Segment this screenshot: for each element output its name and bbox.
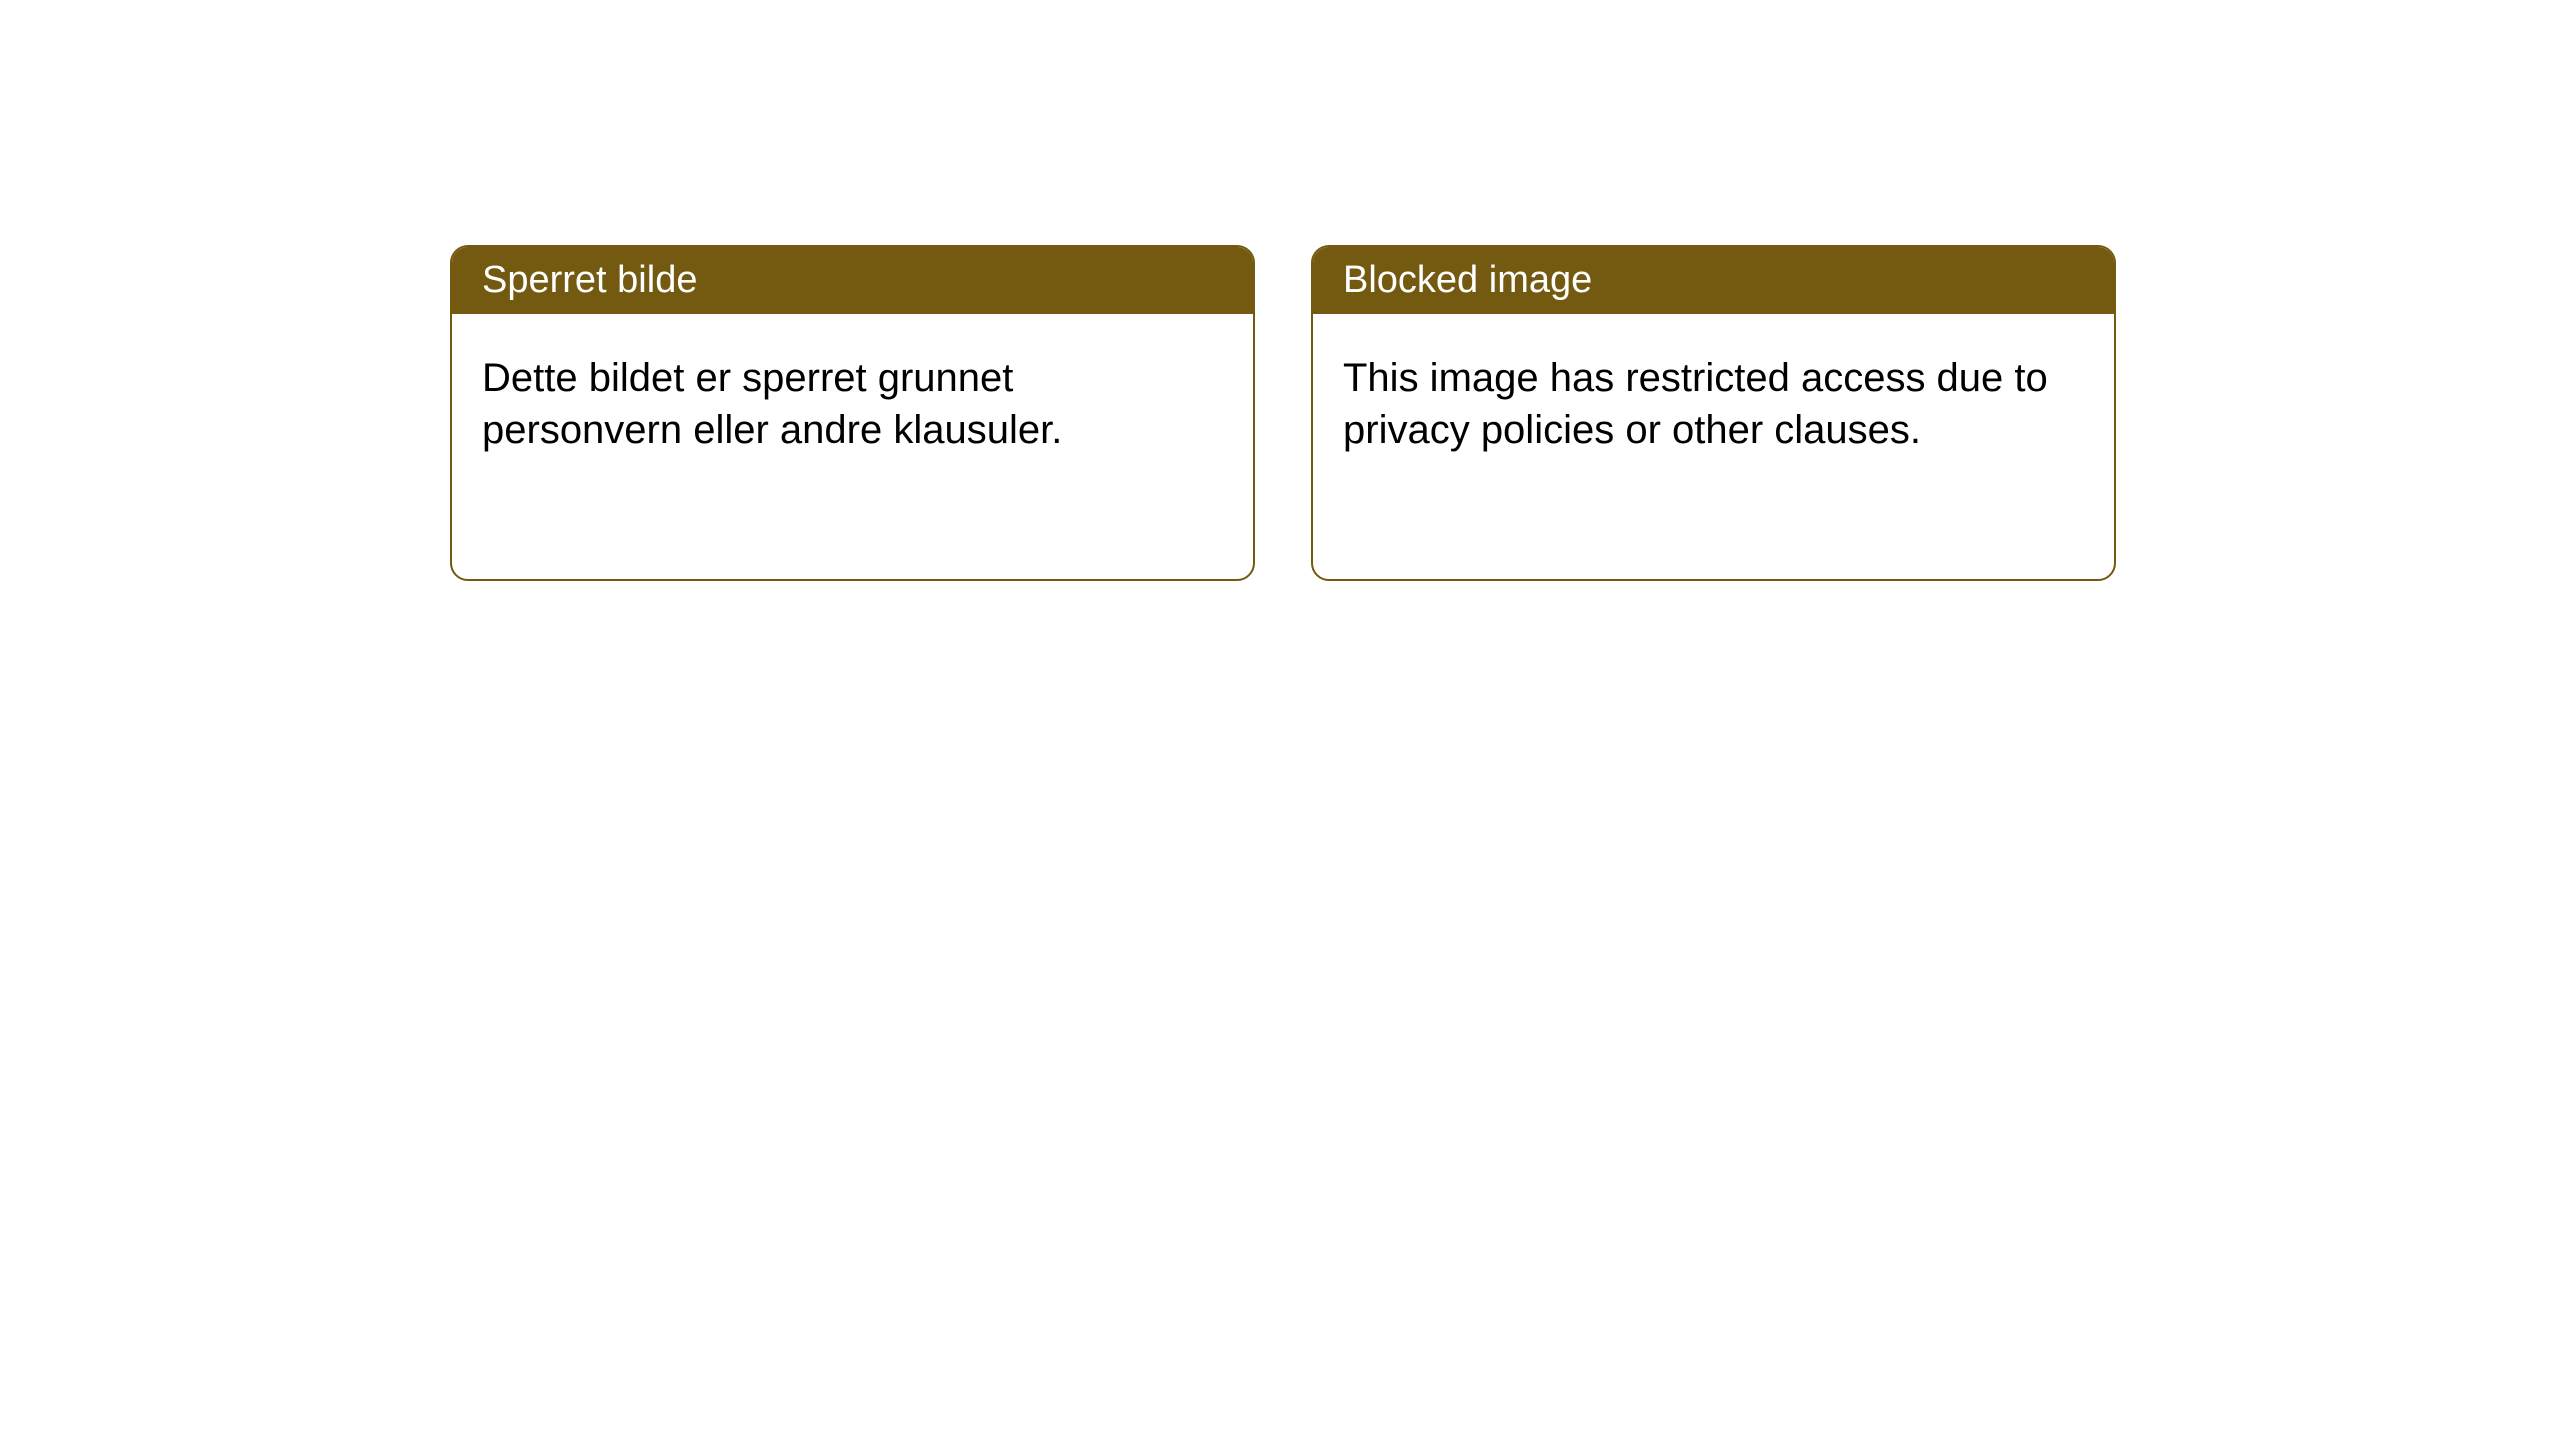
notice-container: Sperret bilde Dette bildet er sperret gr… xyxy=(450,245,2116,581)
notice-card-english: Blocked image This image has restricted … xyxy=(1311,245,2116,581)
notice-card-norwegian: Sperret bilde Dette bildet er sperret gr… xyxy=(450,245,1255,581)
notice-title-norwegian: Sperret bilde xyxy=(452,247,1253,314)
notice-title-english: Blocked image xyxy=(1313,247,2114,314)
notice-body-english: This image has restricted access due to … xyxy=(1313,314,2114,494)
notice-body-norwegian: Dette bildet er sperret grunnet personve… xyxy=(452,314,1253,494)
